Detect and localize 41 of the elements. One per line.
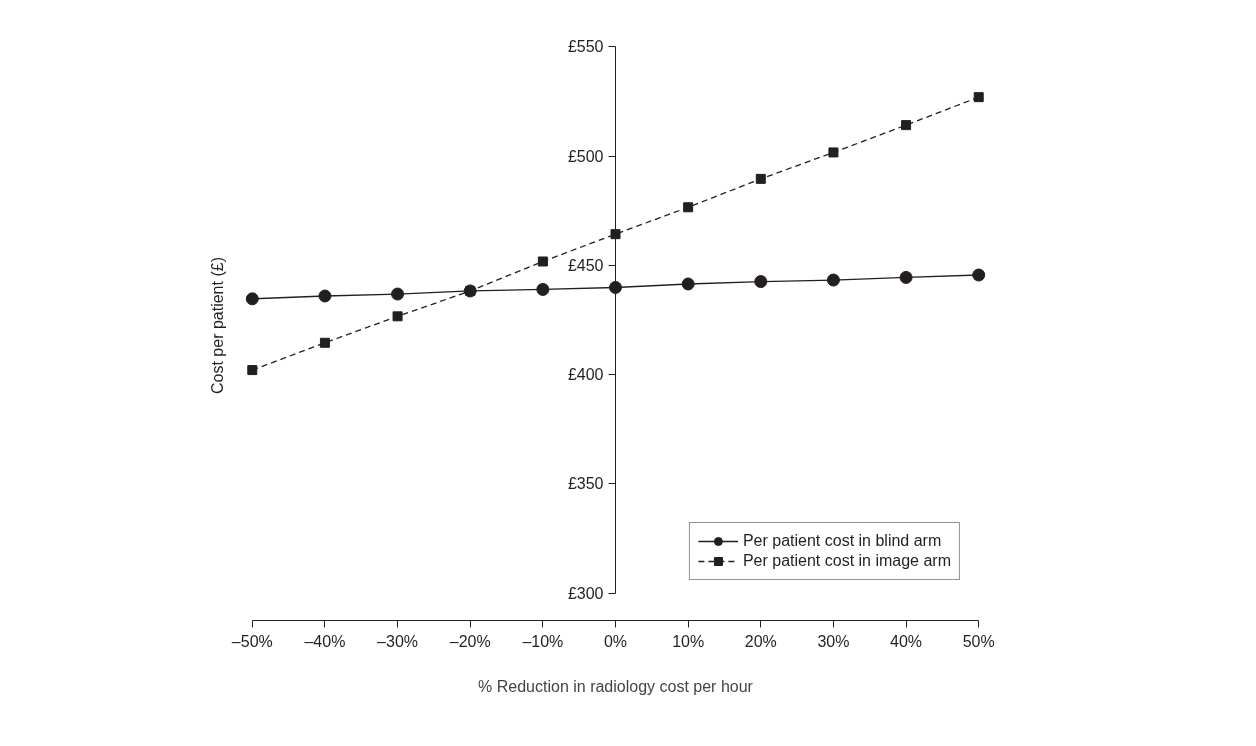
- point: [391, 287, 405, 301]
- y-tick-label: £450: [567, 256, 604, 274]
- y-tick-label: £300: [567, 584, 604, 602]
- point: [972, 268, 986, 282]
- x-tick-label: 0%: [603, 632, 628, 650]
- point: [247, 365, 258, 376]
- x-tick-label: 40%: [890, 632, 923, 650]
- y-tick-label: £400: [567, 366, 604, 384]
- x-tick-label: –50%: [231, 632, 273, 650]
- point: [901, 120, 912, 131]
- legend-label: Per patient cost in image arm: [742, 552, 951, 570]
- y-tick-label: £550: [567, 38, 604, 56]
- y-tick-label: £350: [567, 475, 604, 493]
- x-tick-label: 30%: [817, 632, 850, 650]
- point: [537, 256, 548, 267]
- point: [899, 270, 913, 284]
- x-tick-label: –20%: [449, 632, 491, 650]
- legend-label: Per patient cost in blind arm: [742, 532, 942, 550]
- point: [610, 229, 621, 240]
- x-tick-label: –10%: [522, 632, 564, 650]
- point: [609, 280, 622, 294]
- y-tick-label: £500: [567, 147, 604, 165]
- y-axis-title: Cost per patient (£): [208, 257, 226, 394]
- point: [683, 202, 694, 213]
- x-tick-label: –40%: [304, 632, 346, 650]
- point: [536, 282, 550, 296]
- point: [826, 273, 840, 287]
- point: [973, 92, 984, 103]
- point: [755, 173, 766, 184]
- x-tick-label: 10%: [672, 632, 705, 650]
- x-tick-label: 20%: [744, 632, 777, 650]
- point: [828, 147, 839, 158]
- point: [319, 337, 330, 348]
- x-tick-label: –30%: [377, 632, 419, 650]
- point: [318, 289, 332, 303]
- x-tick-label: 50%: [962, 632, 995, 650]
- point: [681, 277, 695, 291]
- x-axis-title: % Reduction in radiology cost per hour: [478, 677, 754, 695]
- point: [245, 292, 259, 306]
- point: [754, 275, 768, 289]
- point: [392, 311, 403, 322]
